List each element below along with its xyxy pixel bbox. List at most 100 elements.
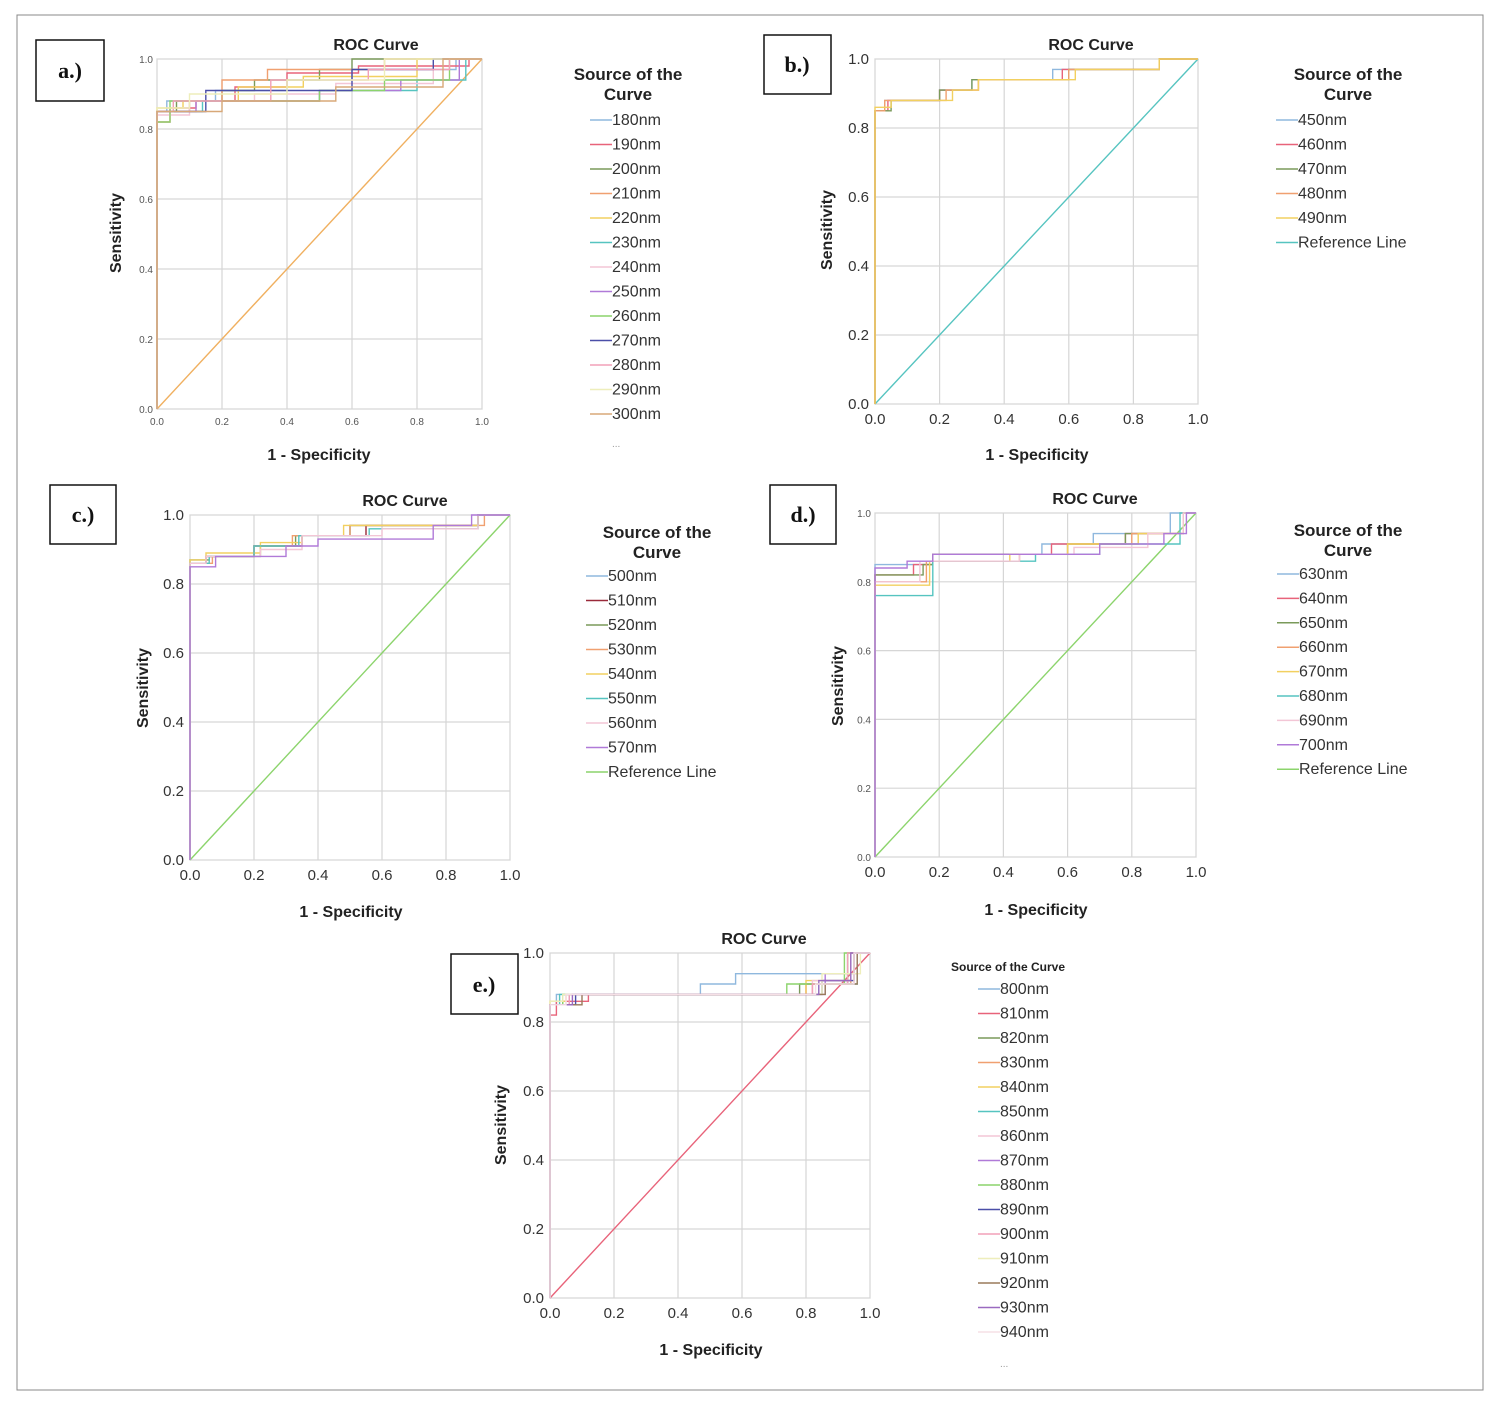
x-tick-label: 0.0 <box>865 864 886 881</box>
y-axis-label: Sensitivity <box>819 190 836 270</box>
x-tick-label: 0.8 <box>1123 411 1144 428</box>
y-tick-label: 0.0 <box>163 852 184 869</box>
y-tick-label: 0.4 <box>523 1152 544 1169</box>
legend-item: 560nm <box>608 715 657 732</box>
legend: 800nm 810nm 820nm 830nm 840nm 850nm 860nm 870nm… <box>978 981 1049 1341</box>
x-tick-label: 1.0 <box>1188 411 1209 428</box>
legend: 500nm 510nm 520nm 530nm 540nm 550nm 560nm 570nm… <box>586 568 717 781</box>
y-tick-label: 0.2 <box>163 783 184 800</box>
reference-line <box>874 58 1199 405</box>
x-tick-label: 1.0 <box>860 1305 881 1322</box>
y-axis-label: Sensitivity <box>830 646 847 726</box>
chart-title: ROC Curve <box>1048 37 1133 54</box>
x-tick-label: 0.4 <box>668 1305 689 1322</box>
roc-series-290nm <box>156 58 482 409</box>
reference-line <box>874 512 1197 858</box>
y-tick-label: 0.6 <box>523 1083 544 1100</box>
legend: 180nm 190nm 200nm 210nm 220nm 230nm 240nm 250nm… <box>590 112 661 423</box>
legend-item: 640nm <box>1299 590 1348 607</box>
legend-item: Reference Line <box>1299 761 1408 778</box>
panel-letter-box <box>763 34 832 95</box>
y-tick-label: 0.2 <box>139 335 153 346</box>
legend-item: 820nm <box>1000 1030 1049 1047</box>
legend-item: 550nm <box>608 691 657 708</box>
x-tick-label: 0.8 <box>1121 864 1142 881</box>
legend-item: 650nm <box>1299 615 1348 632</box>
x-tick-label: 0.4 <box>280 417 294 428</box>
legend-item: 910nm <box>1000 1251 1049 1268</box>
panel-letter-box <box>35 39 105 102</box>
legend-item: 180nm <box>612 112 661 129</box>
panel-e: e.) ROC Curve 1 - Specificity Sensitivit… <box>450 931 1065 1370</box>
legend-item: 800nm <box>1000 981 1049 998</box>
reference-line <box>189 514 511 861</box>
panel-letter: b.) <box>784 52 809 77</box>
x-tick-label: 0.2 <box>244 867 265 884</box>
chart-title: ROC Curve <box>333 37 418 54</box>
legend-title-line1: Source of the <box>1294 521 1403 540</box>
legend-item: 920nm <box>1000 1275 1049 1292</box>
legend-item: 630nm <box>1299 566 1348 583</box>
legend-title-line2: Curve <box>1324 85 1372 104</box>
plot-area: 0.0 0.2 0.4 0.6 0.8 1.0 0.0 0.2 0.4 0.6 0.8 1.0 <box>848 51 1208 428</box>
panel-b: b.) ROC Curve 1 - Specificity Sensitivit… <box>763 34 1407 464</box>
plot-area: 0.0 0.2 0.4 0.6 0.8 1.0 0.0 0.2 0.4 0.6 0.8 1.0 <box>857 509 1206 881</box>
legend-title-line2: Curve <box>1324 541 1372 560</box>
legend-item: 840nm <box>1000 1079 1049 1096</box>
legend-item: 200nm <box>612 161 661 178</box>
x-tick-label: 0.2 <box>215 417 229 428</box>
x-tick-label: 0.2 <box>929 864 950 881</box>
x-tick-label: 0.6 <box>732 1305 753 1322</box>
panel-d: d.) ROC Curve 1 - Specificity Sensitivit… <box>769 484 1408 919</box>
legend: 450nm 460nm 470nm 480nm 490nm Reference Line <box>1276 112 1407 252</box>
legend-item: 230nm <box>612 235 661 252</box>
legend-item: 460nm <box>1298 137 1347 154</box>
x-axis-label: 1 - Specificity <box>985 447 1088 464</box>
y-tick-label: 0.4 <box>163 714 184 731</box>
x-tick-label: 0.4 <box>994 411 1015 428</box>
legend-more: ... <box>612 439 620 450</box>
panel-letter: d.) <box>790 502 815 527</box>
y-tick-label: 0.4 <box>139 265 153 276</box>
legend-title-line2: Curve <box>633 543 681 562</box>
legend-item: 470nm <box>1298 161 1347 178</box>
panel-letter: c.) <box>72 502 95 527</box>
legend-item: 490nm <box>1298 210 1347 227</box>
panel-a: a.) ROC Curve 1 - Specificity Sensitivit… <box>35 37 683 464</box>
legend-item: 860nm <box>1000 1128 1049 1145</box>
y-tick-label: 0.0 <box>857 853 871 864</box>
y-tick-label: 0.0 <box>523 1290 544 1307</box>
legend-item: 700nm <box>1299 737 1348 754</box>
x-tick-label: 0.6 <box>372 867 393 884</box>
legend-item: 500nm <box>608 568 657 585</box>
x-tick-label: 0.4 <box>993 864 1014 881</box>
legend-item: 890nm <box>1000 1202 1049 1219</box>
legend-item: 520nm <box>608 617 657 634</box>
x-tick-label: 0.2 <box>929 411 950 428</box>
x-tick-label: 0.6 <box>1058 411 1079 428</box>
legend-item: 900nm <box>1000 1226 1049 1243</box>
panel-letter-box <box>450 953 519 1015</box>
chart-title: ROC Curve <box>1052 491 1137 508</box>
plot-area: 0.0 0.2 0.4 0.6 0.8 1.0 0.0 0.2 0.4 0.6 0.8 1.0 <box>139 55 489 428</box>
y-tick-label: 0.2 <box>523 1221 544 1238</box>
x-tick-label: 0.0 <box>865 411 886 428</box>
panel-c: c.) ROC Curve 1 - Specificity Sensitivit… <box>49 484 717 921</box>
y-tick-label: 0.6 <box>848 189 869 206</box>
panel-letter: a.) <box>58 58 82 83</box>
legend-title-line1: Source of the <box>574 65 683 84</box>
y-axis-label: Sensitivity <box>135 648 152 728</box>
y-tick-label: 0.8 <box>848 120 869 137</box>
x-tick-label: 0.8 <box>796 1305 817 1322</box>
y-tick-label: 0.2 <box>857 784 871 795</box>
y-tick-label: 0.8 <box>523 1014 544 1031</box>
y-tick-label: 0.2 <box>848 327 869 344</box>
y-tick-label: 1.0 <box>848 51 869 68</box>
legend-item: 570nm <box>608 740 657 757</box>
legend-more: ... <box>1000 1359 1008 1370</box>
legend-item: 870nm <box>1000 1153 1049 1170</box>
legend-item: 260nm <box>612 308 661 325</box>
legend-item: 830nm <box>1000 1055 1049 1072</box>
legend-item: 480nm <box>1298 186 1347 203</box>
y-axis-label: Sensitivity <box>493 1085 510 1165</box>
